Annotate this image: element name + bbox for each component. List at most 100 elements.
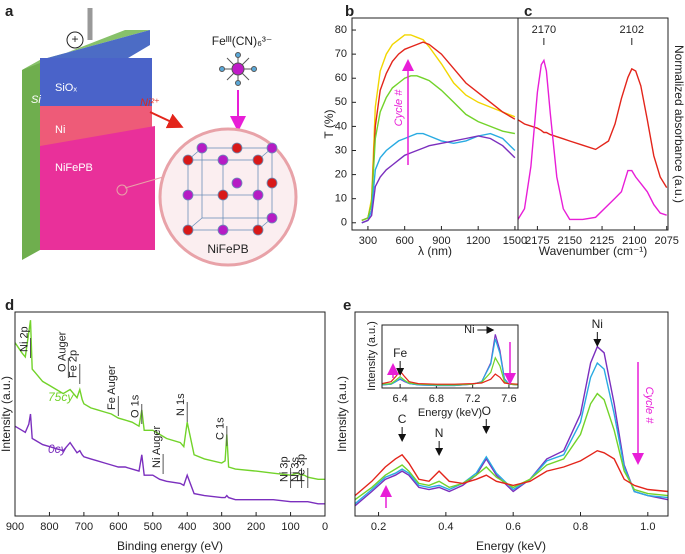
plot-frame — [14, 311, 326, 517]
peak-annotation: C — [398, 412, 407, 426]
x-tick-label: 0.2 — [371, 521, 386, 533]
x-tick-label: 300 — [359, 235, 377, 247]
plot-frame — [381, 324, 519, 389]
series-label: 0cy — [48, 442, 68, 456]
series-line — [14, 320, 325, 480]
molecule — [219, 52, 257, 86]
y-axis-label: Intensity (a.u.) — [335, 376, 349, 452]
peak-annotation: O — [482, 404, 491, 418]
panel-letter: e — [343, 297, 351, 314]
peak-annotation: Ni Auger — [151, 425, 163, 468]
x-axis-label: Energy (keV) — [418, 407, 482, 419]
layer-label: SiOₓ — [55, 82, 77, 94]
lattice — [182, 142, 278, 236]
x-axis-label: Binding energy (eV) — [117, 539, 223, 553]
siox-layer — [40, 58, 152, 108]
x-tick-label: 400 — [178, 521, 196, 533]
y-tick-label: 0 — [341, 217, 347, 229]
terminal-sign: + — [71, 32, 78, 46]
x-tick-label: 1200 — [466, 235, 490, 247]
peak-label: 2102 — [620, 24, 644, 36]
cycle-label: Cycle # — [643, 387, 655, 425]
x-axis-label: λ (nm) — [418, 244, 452, 258]
series-line — [361, 41, 516, 222]
y-tick-label: 40 — [335, 120, 347, 132]
x-tick-label: 0.4 — [438, 521, 453, 533]
terminal — [66, 31, 84, 49]
x-tick-label: 0.6 — [506, 521, 521, 533]
x-tick-label: 700 — [75, 521, 93, 533]
y-tick-label: 30 — [335, 144, 347, 156]
x-tick-label: 7.6 — [501, 393, 516, 405]
series-line — [354, 361, 669, 505]
y-tick-label: 60 — [335, 72, 347, 84]
y-axis-label: T (%) — [322, 109, 336, 138]
y-tick-label: 70 — [335, 48, 347, 60]
series-line — [361, 75, 516, 222]
x-tick-label: 600 — [109, 521, 127, 533]
x-tick-label: 1.0 — [640, 521, 655, 533]
peak-annotation: C 1s — [215, 417, 227, 440]
panel-a: a + Si SiOₓ Ni NiFePB Ni²⁺ Feᴵᴵᴵ(CN)₆³⁻ — [5, 3, 298, 267]
peak-annotation: Ni 2p — [18, 326, 30, 352]
precursor-label: Feᴵᴵᴵ(CN)₆³⁻ — [212, 34, 273, 48]
peak-annotation: N 1s — [175, 393, 187, 416]
nifepb-layer — [40, 126, 155, 250]
peak-annotation: Fe — [393, 346, 407, 360]
x-tick-label: 2075 — [654, 235, 678, 247]
x-tick-label: 2100 — [622, 235, 646, 247]
y-axis-label: Normalized absorbance (a.u.) — [672, 45, 685, 203]
ion-label: Ni²⁺ — [140, 97, 160, 109]
plot-frame — [517, 17, 669, 231]
series-line — [354, 449, 669, 497]
peak-annotation: O 1s — [130, 394, 142, 418]
x-tick-label: 7.2 — [465, 393, 480, 405]
x-tick-label: 800 — [40, 521, 58, 533]
ion-arrow — [149, 111, 184, 129]
series-line — [361, 132, 516, 224]
peak-annotation: Ni 3s — [289, 456, 301, 482]
layer-label: Si — [31, 94, 41, 106]
y-axis-label: Intensity (a.u.) — [0, 376, 13, 452]
x-tick-label: 100 — [281, 521, 299, 533]
x-tick-label: 6.8 — [429, 393, 444, 405]
series-line — [361, 34, 516, 222]
x-tick-label: 900 — [6, 521, 24, 533]
y-tick-label: 10 — [335, 193, 347, 205]
peak-annotation: Ni 3p — [278, 456, 290, 482]
zoom-spot — [116, 184, 128, 196]
plot-frame — [354, 311, 669, 517]
panel-letter: c — [524, 3, 532, 20]
panel-letter: b — [345, 3, 354, 20]
x-tick-label: 2125 — [590, 235, 614, 247]
y-tick-label: 80 — [335, 24, 347, 36]
peak-label: 2170 — [532, 24, 556, 36]
peak-annotation: Ni — [464, 324, 474, 336]
panel-letter: a — [5, 3, 14, 20]
peak-annotation: O Auger — [56, 331, 68, 372]
x-tick-label: 200 — [247, 521, 265, 533]
peak-annotation: Fe 2p — [68, 350, 80, 378]
cycle-label: Cycle # — [393, 89, 405, 127]
x-tick-label: 2150 — [557, 235, 581, 247]
series-line — [381, 356, 519, 386]
x-tick-label: 900 — [432, 235, 450, 247]
x-tick-label: 0 — [322, 521, 328, 533]
lattice-label: NiFePB — [207, 242, 248, 256]
peak-annotation: N — [435, 426, 444, 440]
x-tick-label: 600 — [395, 235, 413, 247]
x-axis-label: Wavenumber (cm⁻¹) — [539, 244, 648, 258]
series-line — [354, 392, 669, 501]
x-tick-label: 6.4 — [392, 393, 407, 405]
series-line — [354, 345, 669, 507]
y-axis-label: Intensity (a.u.) — [366, 321, 378, 391]
layer-label: Ni — [55, 124, 65, 136]
peak-annotation: Fe Auger — [106, 365, 118, 410]
x-tick-label: 0.8 — [573, 521, 588, 533]
peak-annotation: Ni — [592, 317, 603, 331]
series-line — [361, 135, 516, 224]
peak-annotation: Fe 3p — [296, 454, 308, 482]
series-label: 75cy — [48, 390, 74, 404]
x-tick-label: 300 — [212, 521, 230, 533]
